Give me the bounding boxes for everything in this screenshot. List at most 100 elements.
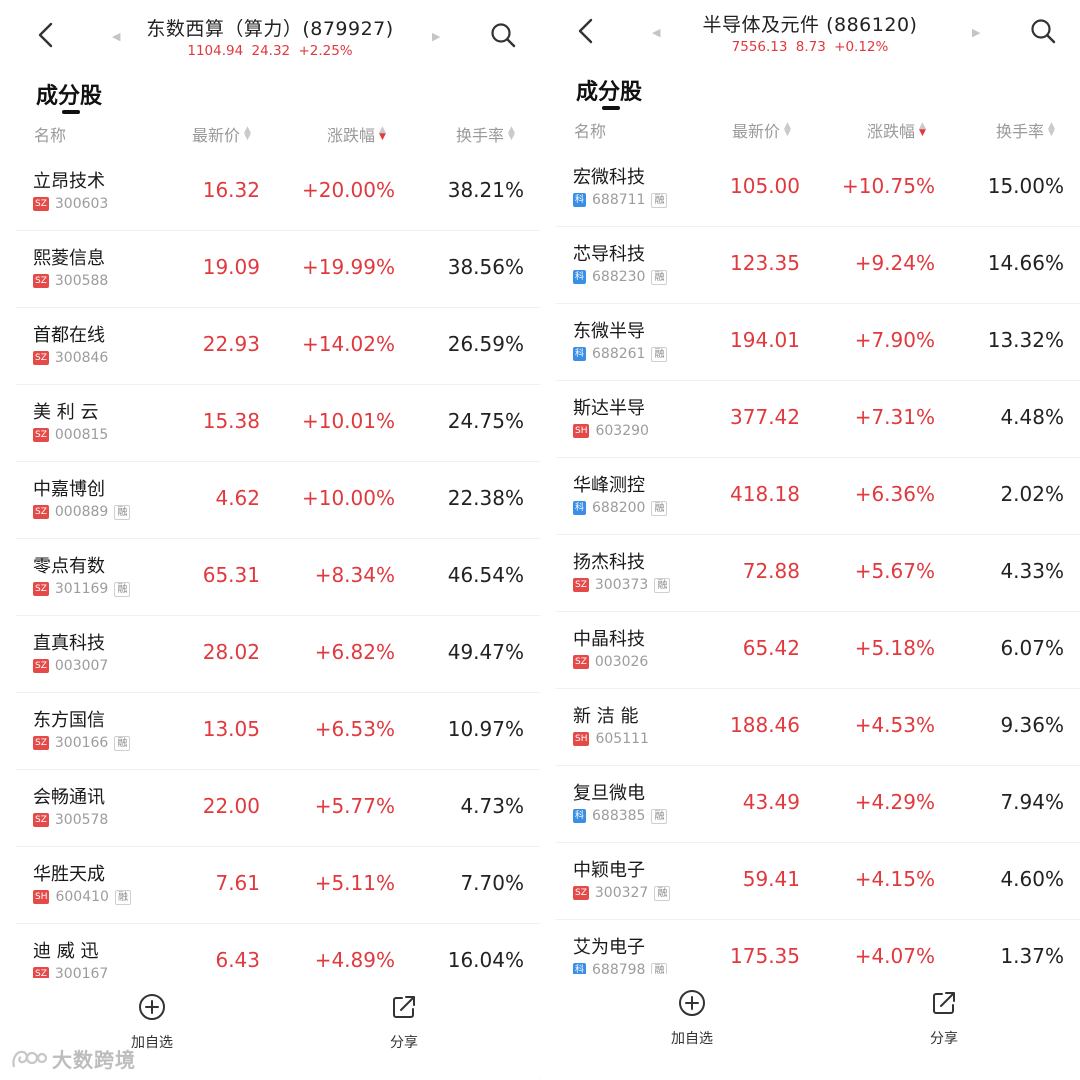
- stock-row[interactable]: 宏微科技科 688711 融 105.00 +10.75% 15.00%: [556, 150, 1080, 227]
- stock-meta: SZ 300327 融: [573, 884, 671, 902]
- index-title: 半导体及元件 (886120): [702, 14, 918, 36]
- margin-badge: 融: [651, 500, 668, 516]
- index-change-pct: +2.25%: [298, 43, 353, 59]
- header-price[interactable]: 最新价 ▲ ▼: [192, 122, 251, 146]
- chevron-left-icon: [578, 18, 593, 44]
- stock-code: 301169: [54, 581, 109, 597]
- back-button[interactable]: [32, 20, 62, 50]
- stock-turnover: 38.56%: [447, 255, 524, 279]
- sort-icon: ▲ ▼: [244, 125, 251, 142]
- stock-row[interactable]: 新 洁 能 SH 605111 188.46 +4.53% 9.36%: [556, 689, 1080, 766]
- next-index-button[interactable]: ▶: [432, 30, 441, 43]
- stock-meta: SZ 300846: [33, 349, 108, 367]
- stock-turnover: 7.94%: [1000, 790, 1064, 814]
- add-watchlist-label: 加自选: [671, 1031, 713, 1047]
- stock-meta: 科 688261 融: [573, 345, 668, 363]
- market-badge: SZ: [33, 582, 49, 596]
- stock-row[interactable]: 零点有数 SZ 301169 融 65.31 +8.34% 46.54%: [16, 539, 540, 616]
- stock-row[interactable]: 会畅通讯 SZ 300578 22.00 +5.77% 4.73%: [16, 770, 540, 847]
- stock-row[interactable]: 中嘉博创 SZ 000889 融 4.62 +10.00% 22.38%: [16, 462, 540, 539]
- stock-price: 6.43: [215, 948, 260, 972]
- header-turnover[interactable]: 换手率 ▲ ▼: [456, 122, 515, 146]
- stock-code: 603290: [595, 423, 649, 439]
- stock-row[interactable]: 华峰测控科 688200 融 418.18 +6.36% 2.02%: [556, 458, 1080, 535]
- index-price: 7556.13: [731, 39, 788, 55]
- back-button[interactable]: [572, 16, 602, 46]
- margin-badge: 融: [114, 504, 131, 520]
- stock-change: +10.01%: [301, 409, 395, 433]
- stock-name: 立昂技术: [33, 171, 105, 192]
- search-button[interactable]: [1028, 16, 1058, 46]
- add-watchlist-button[interactable]: 加自选: [652, 988, 732, 1048]
- stock-row[interactable]: 立昂技术 SZ 300603 16.32 +20.00% 38.21%: [16, 154, 540, 231]
- stock-turnover: 14.66%: [987, 251, 1064, 275]
- stock-meta: 科 688385 融: [573, 807, 668, 825]
- stock-turnover: 26.59%: [447, 332, 524, 356]
- stock-row[interactable]: 复旦微电科 688385 融 43.49 +4.29% 7.94%: [556, 766, 1080, 843]
- header-turnover-label: 换手率: [456, 126, 505, 145]
- prev-index-button[interactable]: ◀: [652, 26, 661, 39]
- stock-change: +19.99%: [301, 255, 395, 279]
- stock-turnover: 4.33%: [1000, 559, 1064, 583]
- sort-icon: ▲ ▼: [508, 125, 515, 142]
- stock-turnover: 38.21%: [447, 178, 524, 202]
- stock-turnover: 15.00%: [987, 174, 1064, 198]
- stock-row[interactable]: 中颖电子 SZ 300327 融 59.41 +4.15% 4.60%: [556, 843, 1080, 920]
- stock-code: 300846: [54, 350, 109, 366]
- stock-code: 300166: [54, 735, 109, 751]
- sort-desc-icon: ▲ ▼: [379, 125, 386, 142]
- add-watchlist-button[interactable]: 加自选: [112, 992, 192, 1052]
- margin-badge: 融: [651, 192, 668, 208]
- market-badge: SZ: [33, 736, 49, 750]
- index-change: 8.73: [795, 39, 826, 55]
- sort-icon: ▲ ▼: [1048, 121, 1055, 138]
- stock-meta: SZ 003026: [573, 653, 648, 671]
- table-header: 名称 最新价 ▲ ▼ 涨跌幅 ▲ ▼ 换手率 ▲ ▼: [540, 114, 1080, 146]
- search-icon: [491, 23, 516, 48]
- prev-index-button[interactable]: ◀: [112, 30, 121, 43]
- stock-row[interactable]: 直真科技 SZ 003007 28.02 +6.82% 49.47%: [16, 616, 540, 693]
- stock-row[interactable]: 东方国信 SZ 300166 融 13.05 +6.53% 10.97%: [16, 693, 540, 770]
- market-badge: SZ: [33, 967, 49, 981]
- stock-turnover: 10.97%: [447, 717, 524, 741]
- share-icon: [393, 996, 415, 1018]
- stock-code: 000815: [54, 427, 109, 443]
- stock-price: 377.42: [730, 405, 800, 429]
- stock-row[interactable]: 中晶科技 SZ 003026 65.42 +5.18% 6.07%: [556, 612, 1080, 689]
- stock-code: 688711: [592, 192, 646, 208]
- stock-price: 15.38: [202, 409, 260, 433]
- stock-code: 000889: [54, 504, 109, 520]
- stock-price: 13.05: [202, 717, 260, 741]
- market-badge: SZ: [33, 274, 49, 288]
- stock-row[interactable]: 美 利 云 SZ 000815 15.38 +10.01% 24.75%: [16, 385, 540, 462]
- index-change-pct: +0.12%: [834, 39, 889, 55]
- share-button[interactable]: 分享: [904, 988, 984, 1048]
- header-change[interactable]: 涨跌幅 ▲ ▼: [327, 122, 386, 146]
- search-button[interactable]: [488, 20, 518, 50]
- stock-code: 300373: [594, 577, 649, 593]
- stock-name: 宏微科技: [573, 167, 645, 188]
- next-index-button[interactable]: ▶: [972, 26, 981, 39]
- stock-row[interactable]: 斯达半导 SH 603290 377.42 +7.31% 4.48%: [556, 381, 1080, 458]
- stock-row[interactable]: 华胜天成 SH 600410 融 7.61 +5.11% 7.70%: [16, 847, 540, 924]
- stock-row[interactable]: 熙菱信息 SZ 300588 19.09 +19.99% 38.56%: [16, 231, 540, 308]
- stock-row[interactable]: 迪 威 迅 SZ 300167 6.43 +4.89% 16.04%: [16, 924, 540, 1001]
- header-change[interactable]: 涨跌幅 ▲ ▼: [867, 118, 926, 142]
- header-turnover[interactable]: 换手率 ▲ ▼: [996, 118, 1055, 142]
- stock-row[interactable]: 东微半导科 688261 融 194.01 +7.90% 13.32%: [556, 304, 1080, 381]
- market-badge: SZ: [33, 505, 49, 519]
- stock-code: 003026: [594, 654, 649, 670]
- share-button[interactable]: 分享: [364, 992, 444, 1052]
- market-badge: SZ: [33, 659, 49, 673]
- stock-name: 东微半导: [573, 321, 645, 342]
- stock-row[interactable]: 芯导科技科 688230 融 123.35 +9.24% 14.66%: [556, 227, 1080, 304]
- header-turnover-label: 换手率: [996, 122, 1045, 141]
- margin-badge: 融: [654, 885, 671, 901]
- stock-row[interactable]: 首都在线 SZ 300846 22.93 +14.02% 26.59%: [16, 308, 540, 385]
- header-price[interactable]: 最新价 ▲ ▼: [732, 118, 791, 142]
- header-name: 名称: [574, 122, 607, 141]
- stock-price: 4.62: [215, 486, 260, 510]
- stock-meta: SZ 300578: [33, 811, 108, 829]
- stock-code: 300578: [54, 812, 109, 828]
- stock-row[interactable]: 扬杰科技 SZ 300373 融 72.88 +5.67% 4.33%: [556, 535, 1080, 612]
